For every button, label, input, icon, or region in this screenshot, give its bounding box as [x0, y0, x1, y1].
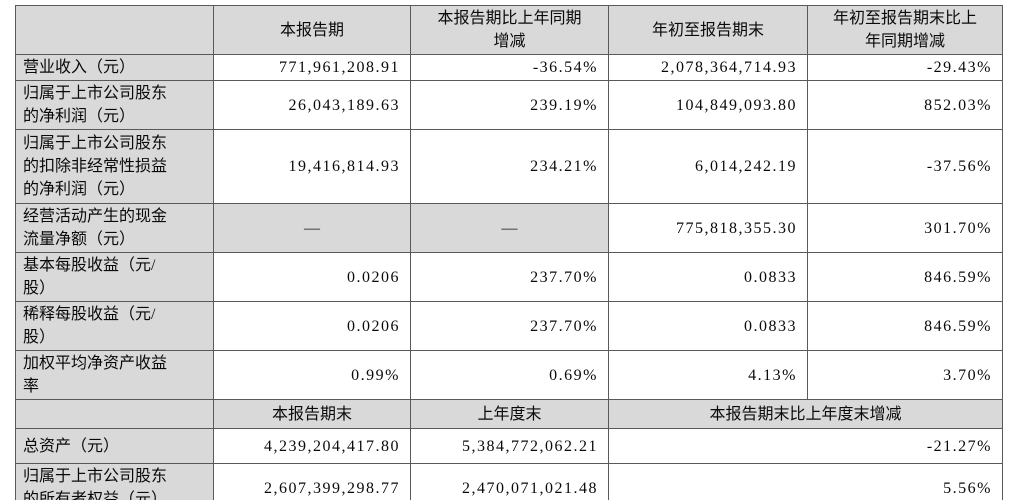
column-header-change-vs-prior-year-end: 本报告期末比上年度末增减 [608, 399, 1003, 429]
cell-value: -29.43% [807, 54, 1003, 81]
table-row-operating-cash-flow: 经营活动产生的现金 流量净额（元） — — 775,818,355.30 301… [15, 203, 1003, 253]
cell-value: 4.13% [608, 350, 808, 400]
table-row-diluted-eps: 稀释每股收益（元/ 股） 0.0206 237.70% 0.0833 846.5… [15, 301, 1003, 351]
table-row-total-assets: 总资产（元） 4,239,204,417.80 5,384,772,062.21… [15, 428, 1003, 464]
column-header-current-period: 本报告期 [213, 5, 411, 55]
column-header-end-of-prior-year: 上年度末 [410, 399, 609, 429]
column-header-end-of-period: 本报告期末 [213, 399, 411, 429]
cell-value: 0.0833 [608, 301, 808, 351]
cell-empty-dash: — [410, 203, 609, 253]
financial-summary-table: 本报告期 本报告期比上年同期 增减 年初至报告期末 年初至报告期末比上 年同期增… [15, 5, 1003, 500]
table-row-net-profit-excl-nonrecurring: 归属于上市公司股东 的扣除非经常性损益 的净利润（元） 19,416,814.9… [15, 129, 1003, 204]
cell-value: 775,818,355.30 [608, 203, 808, 253]
cell-value: 19,416,814.93 [213, 129, 411, 204]
cell-value: 2,470,071,021.48 [410, 463, 609, 500]
cell-value: 4,239,204,417.80 [213, 428, 411, 464]
table-row-net-profit: 归属于上市公司股东 的净利润（元） 26,043,189.63 239.19% … [15, 80, 1003, 130]
cell-value: 846.59% [807, 252, 1003, 302]
column-header-ytd: 年初至报告期末 [608, 5, 808, 55]
cell-value: 852.03% [807, 80, 1003, 130]
row-label: 总资产（元） [15, 428, 214, 464]
cell-value: 0.0206 [213, 252, 411, 302]
cell-empty-dash: — [213, 203, 411, 253]
row-label: 营业收入（元） [15, 54, 214, 81]
cell-value: 0.99% [213, 350, 411, 400]
row-label: 归属于上市公司股东 的扣除非经常性损益 的净利润（元） [15, 129, 214, 204]
cell-value: 5,384,772,062.21 [410, 428, 609, 464]
corner-cell [15, 5, 214, 55]
cell-value: 2,607,399,298.77 [213, 463, 411, 500]
cell-value: -37.56% [807, 129, 1003, 204]
cell-value: 3.70% [807, 350, 1003, 400]
row-label: 归属于上市公司股东 的净利润（元） [15, 80, 214, 130]
row-label: 经营活动产生的现金 流量净额（元） [15, 203, 214, 253]
cell-value: 5.56% [608, 463, 1003, 500]
row-label: 加权平均净资产收益 率 [15, 350, 214, 400]
cell-value: 104,849,093.80 [608, 80, 808, 130]
cell-value: 0.69% [410, 350, 609, 400]
cell-value: 2,078,364,714.93 [608, 54, 808, 81]
cell-value: 846.59% [807, 301, 1003, 351]
cell-value: 301.70% [807, 203, 1003, 253]
cell-value: 237.70% [410, 252, 609, 302]
row-label: 基本每股收益（元/ 股） [15, 252, 214, 302]
table-row-weighted-avg-roe: 加权平均净资产收益 率 0.99% 0.69% 4.13% 3.70% [15, 350, 1003, 400]
section1-header-row: 本报告期 本报告期比上年同期 增减 年初至报告期末 年初至报告期末比上 年同期增… [15, 5, 1003, 55]
cell-value: 0.0833 [608, 252, 808, 302]
column-header-yoy-change: 本报告期比上年同期 增减 [410, 5, 609, 55]
table-row-basic-eps: 基本每股收益（元/ 股） 0.0206 237.70% 0.0833 846.5… [15, 252, 1003, 302]
corner-cell [15, 399, 214, 429]
cell-value: 239.19% [410, 80, 609, 130]
table-row-equity-attributable-to-shareholders: 归属于上市公司股东 的所有者权益（元） 2,607,399,298.77 2,4… [15, 463, 1003, 500]
cell-value: 237.70% [410, 301, 609, 351]
cell-value: 0.0206 [213, 301, 411, 351]
cell-value: 26,043,189.63 [213, 80, 411, 130]
cell-value: -36.54% [410, 54, 609, 81]
column-header-ytd-yoy-change: 年初至报告期末比上 年同期增减 [807, 5, 1003, 55]
cell-value: 771,961,208.91 [213, 54, 411, 81]
cell-value: 234.21% [410, 129, 609, 204]
row-label: 稀释每股收益（元/ 股） [15, 301, 214, 351]
cell-value: 6,014,242.19 [608, 129, 808, 204]
row-label: 归属于上市公司股东 的所有者权益（元） [15, 463, 214, 500]
table-row-operating-revenue: 营业收入（元） 771,961,208.91 -36.54% 2,078,364… [15, 54, 1003, 81]
cell-value: -21.27% [608, 428, 1003, 464]
section2-header-row: 本报告期末 上年度末 本报告期末比上年度末增减 [15, 399, 1003, 429]
